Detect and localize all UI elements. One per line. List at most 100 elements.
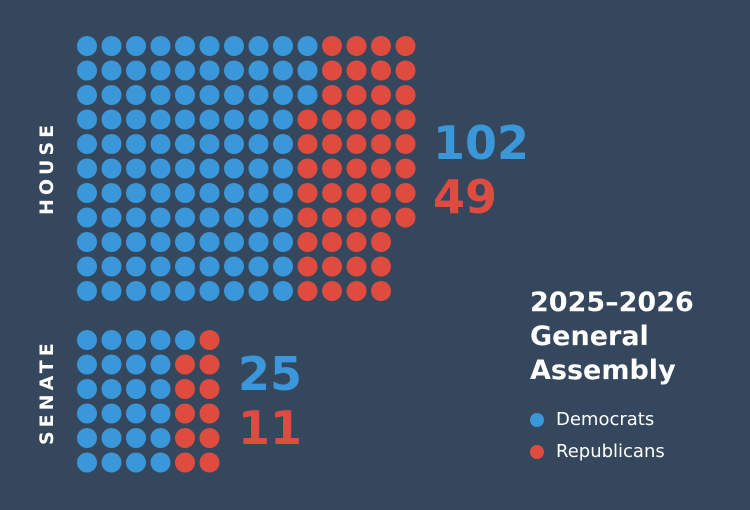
senate-democrat-seat bbox=[77, 330, 97, 350]
house-republican-seat bbox=[395, 36, 416, 56]
house-republican-seat bbox=[322, 158, 342, 179]
house-republican-seat bbox=[395, 183, 416, 203]
house-republican-seat bbox=[395, 85, 416, 105]
house-republican-seat bbox=[346, 183, 367, 203]
house-democrat-seat bbox=[199, 281, 220, 301]
house-republican-seat bbox=[346, 256, 367, 277]
house-republican-count: 49 bbox=[433, 170, 498, 224]
house-republican-seat bbox=[346, 281, 367, 301]
house-democrat-seat bbox=[199, 183, 220, 203]
house-democrat-seat bbox=[77, 60, 97, 81]
senate-republican-seat bbox=[175, 452, 195, 473]
senate-republican-seat bbox=[175, 379, 195, 399]
house-democrat-seat bbox=[224, 207, 244, 228]
house-republican-seat bbox=[346, 207, 367, 228]
house-republican-seat bbox=[322, 183, 342, 203]
senate-democrat-seat bbox=[126, 330, 146, 350]
house-democrat-seat bbox=[175, 36, 195, 56]
senate-democrat-seat bbox=[126, 403, 146, 424]
senate-democrat-count: 25 bbox=[238, 347, 303, 401]
house-democrat-seat bbox=[224, 85, 244, 105]
senate-democrat-seat bbox=[150, 354, 171, 375]
house-republican-seat bbox=[395, 60, 416, 81]
house-democrat-seat bbox=[175, 183, 195, 203]
house-democrat-seat bbox=[273, 207, 293, 228]
house-democrat-seat bbox=[126, 85, 146, 105]
house-republican-seat bbox=[346, 134, 367, 154]
house-democrat-seat bbox=[150, 232, 171, 252]
house-republican-seat bbox=[346, 232, 367, 252]
house-republican-seat bbox=[395, 109, 416, 130]
house-republican-seat bbox=[371, 232, 391, 252]
senate-democrat-seat bbox=[101, 354, 122, 375]
house-republican-seat bbox=[371, 36, 391, 56]
house-democrat-seat bbox=[273, 281, 293, 301]
house-democrat-seat bbox=[150, 183, 171, 203]
house-democrat-seat bbox=[273, 183, 293, 203]
house-democrat-seat bbox=[199, 134, 220, 154]
house-republican-seat bbox=[395, 134, 416, 154]
house-democrat-seat bbox=[273, 85, 293, 105]
title-line-3: Assembly bbox=[530, 355, 676, 386]
house-democrat-seat bbox=[101, 158, 122, 179]
house-democrat-seat bbox=[175, 134, 195, 154]
title-line-2: General bbox=[530, 321, 649, 352]
house-democrat-seat bbox=[248, 36, 269, 56]
house-republican-seat bbox=[322, 109, 342, 130]
house-republican-seat bbox=[322, 85, 342, 105]
house-democrat-seat bbox=[224, 232, 244, 252]
house-democrat-seat bbox=[199, 256, 220, 277]
senate-democrat-seat bbox=[77, 428, 97, 448]
house-democrat-seat bbox=[175, 232, 195, 252]
house-democrat-seat bbox=[273, 158, 293, 179]
senate-democrat-seat bbox=[126, 452, 146, 473]
house-republican-seat bbox=[346, 36, 367, 56]
house-democrat-seat bbox=[77, 158, 97, 179]
house-democrat-seat bbox=[101, 256, 122, 277]
house-democrat-seat bbox=[175, 158, 195, 179]
house-republican-seat bbox=[297, 207, 318, 228]
house-democrat-seat bbox=[248, 109, 269, 130]
house-democrat-seat bbox=[77, 36, 97, 56]
house-democrat-seat bbox=[297, 60, 318, 81]
house-democrat-seat bbox=[150, 36, 171, 56]
legend-item-democrats: Democrats bbox=[530, 409, 740, 430]
house-republican-seat bbox=[322, 60, 342, 81]
house-democrat-seat bbox=[150, 256, 171, 277]
house-republican-seat bbox=[322, 281, 342, 301]
house-democrat-seat bbox=[126, 158, 146, 179]
house-democrat-seat bbox=[150, 60, 171, 81]
house-republican-seat bbox=[371, 256, 391, 277]
house-democrat-seat bbox=[175, 60, 195, 81]
house-democrat-seat bbox=[101, 109, 122, 130]
house-democrat-seat bbox=[126, 36, 146, 56]
house-democrat-seat bbox=[126, 281, 146, 301]
house-democrat-seat bbox=[77, 109, 97, 130]
house-democrat-seat bbox=[77, 183, 97, 203]
house-republican-seat bbox=[322, 207, 342, 228]
house-democrat-seat bbox=[126, 207, 146, 228]
house-republican-seat bbox=[371, 85, 391, 105]
house-democrat-seat bbox=[77, 134, 97, 154]
house-democrat-seat bbox=[101, 232, 122, 252]
senate-republican-seat bbox=[199, 379, 220, 399]
house-republican-seat bbox=[297, 256, 318, 277]
senate-democrat-seat bbox=[150, 379, 171, 399]
senate-republican-seat bbox=[199, 354, 220, 375]
house-republican-seat bbox=[371, 158, 391, 179]
house-democrat-seat bbox=[77, 281, 97, 301]
house-democrat-seat bbox=[150, 134, 171, 154]
house-republican-seat bbox=[322, 36, 342, 56]
house-democrat-seat bbox=[248, 256, 269, 277]
house-democrat-seat bbox=[175, 207, 195, 228]
senate-republican-seat bbox=[199, 330, 220, 350]
house-republican-seat bbox=[346, 158, 367, 179]
senate-democrat-seat bbox=[77, 379, 97, 399]
house-democrat-seat bbox=[224, 158, 244, 179]
house-democrat-seat bbox=[175, 281, 195, 301]
senate-republican-seat bbox=[175, 354, 195, 375]
house-democrat-seat bbox=[273, 109, 293, 130]
house-republican-seat bbox=[371, 281, 391, 301]
house-republican-seat bbox=[297, 281, 318, 301]
house-democrat-seat bbox=[248, 60, 269, 81]
